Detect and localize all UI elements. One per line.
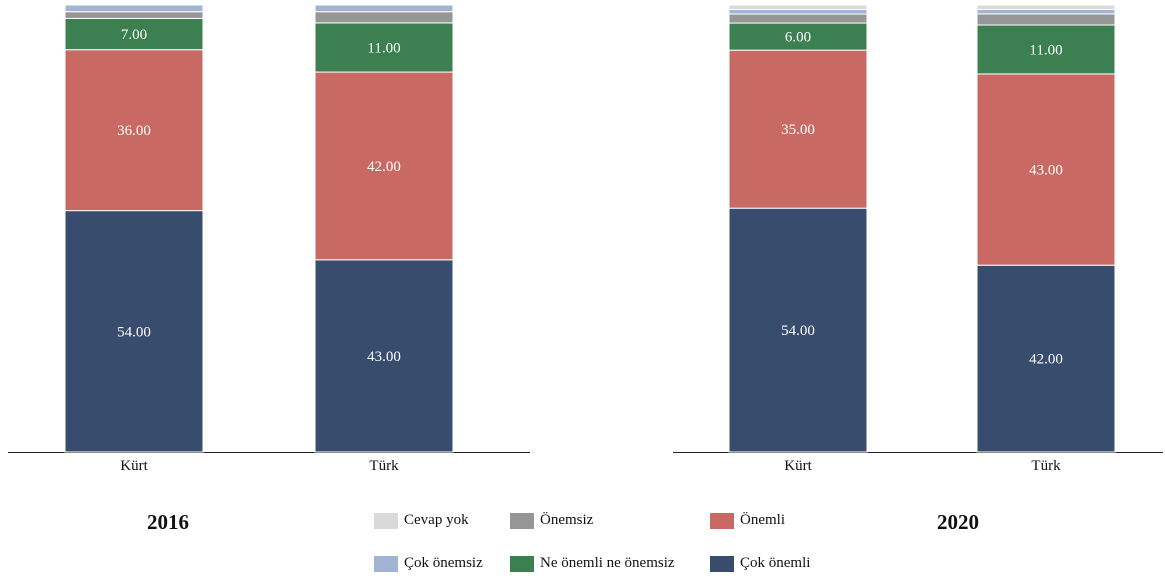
legend-swatch-onemsiz — [510, 512, 534, 529]
legend-item-cok-onemsiz: Çok önemsiz — [374, 555, 483, 572]
bar-segment-2016-kurt-onemsiz — [64, 11, 204, 19]
legend-swatch-onemli — [710, 512, 734, 529]
legend-swatch-cevap-yok — [374, 512, 398, 529]
bar-segment-2016-turk-ne-onemli-ne-onemsiz — [314, 22, 454, 73]
data-label-2020-kurt-onemli: 35.00 — [781, 122, 815, 138]
legend-item-cevap-yok: Cevap yok — [374, 512, 469, 529]
legend-swatch-cok-onemli — [710, 555, 734, 572]
bar-segment-2016-turk-onemsiz — [314, 11, 454, 24]
legend-label-cok-onemli: Çok önemli — [740, 555, 811, 571]
legend-label-ne-onemli-ne-onemsiz: Ne önemli ne önemsiz — [540, 555, 675, 571]
bar-segment-2016-kurt-cok-onemli — [64, 210, 204, 453]
data-label-2020-kurt-cok-onemli: 54.00 — [781, 323, 815, 339]
bar-segment-2020-turk-cok-onemsiz — [976, 8, 1116, 15]
bar-segment-2016-turk-cok-onemsiz — [314, 4, 454, 13]
legend-label-onemli: Önemli — [740, 512, 785, 528]
x-tick-label-2020-turk: Türk — [1031, 458, 1061, 474]
data-label-2016-turk-ne-onemli-ne-onemsiz: 11.00 — [367, 40, 400, 56]
bar-segment-2016-kurt-onemli — [64, 49, 204, 212]
data-label-2016-kurt-ne-onemli-ne-onemsiz: 7.00 — [121, 27, 147, 43]
x-tick-label-2020-kurt: Kürt — [784, 458, 812, 474]
legend-swatch-ne-onemli-ne-onemsiz — [510, 555, 534, 572]
legend-label-onemsiz: Önemsiz — [540, 512, 594, 528]
bar-segment-2020-turk-onemsiz — [976, 13, 1116, 26]
data-label-2020-turk-ne-onemli-ne-onemsiz: 11.00 — [1029, 42, 1062, 58]
bar-segment-2020-kurt-cok-onemli — [728, 207, 868, 453]
legend-item-onemli: Önemli — [710, 512, 785, 529]
bar-segment-2020-turk-cevap-yok — [976, 4, 1116, 10]
data-label-2020-turk-cok-onemli: 42.00 — [1029, 352, 1063, 368]
panel-title-2016: 2016 — [147, 510, 189, 534]
data-label-2020-kurt-ne-onemli-ne-onemsiz: 6.00 — [785, 30, 811, 46]
x-tick-label-2016-kurt: Kürt — [120, 458, 148, 474]
bar-segment-2020-turk-ne-onemli-ne-onemsiz — [976, 24, 1116, 75]
bar-segment-2016-turk-onemli — [314, 71, 454, 261]
bar-segment-2020-kurt-ne-onemli-ne-onemsiz — [728, 22, 868, 51]
legend-label-cevap-yok: Cevap yok — [404, 512, 469, 528]
data-label-2020-turk-onemli: 43.00 — [1029, 163, 1063, 179]
panel-title-2020: 2020 — [937, 510, 979, 534]
stacked-bar-chart-svg: 54.00 36.00 7.00 Kürt 43.00 42.00 11.00 Türk 54.… — [8, 4, 1163, 474]
bar-segment-2020-kurt-cevap-yok — [728, 4, 868, 11]
legend-swatch-cok-onemsiz — [374, 555, 398, 572]
x-tick-label-2016-turk: Türk — [369, 458, 399, 474]
bar-segment-2020-kurt-onemli — [728, 49, 868, 209]
data-label-2016-kurt-cok-onemli: 54.00 — [117, 324, 151, 340]
legend-item-ne-onemli-ne-onemsiz: Ne önemli ne önemsiz — [510, 555, 675, 572]
bar-segment-2020-turk-onemli — [976, 73, 1116, 266]
data-label-2016-kurt-onemli: 36.00 — [117, 123, 151, 139]
legend-label-cok-onemsiz: Çok önemsiz — [404, 555, 483, 571]
data-label-2016-turk-onemli: 42.00 — [367, 159, 401, 175]
bar-segment-2016-turk-cok-onemli — [314, 259, 454, 453]
legend-item-cok-onemli: Çok önemli — [710, 555, 810, 572]
bar-segment-2020-kurt-cok-onemsiz — [728, 9, 868, 15]
data-label-2016-turk-cok-onemli: 43.00 — [367, 349, 401, 365]
legend-item-onemsiz: Önemsiz — [510, 512, 593, 529]
bar-segment-2016-kurt-cok-onemsiz — [64, 4, 204, 13]
bar-segment-2020-kurt-onemsiz — [728, 13, 868, 24]
